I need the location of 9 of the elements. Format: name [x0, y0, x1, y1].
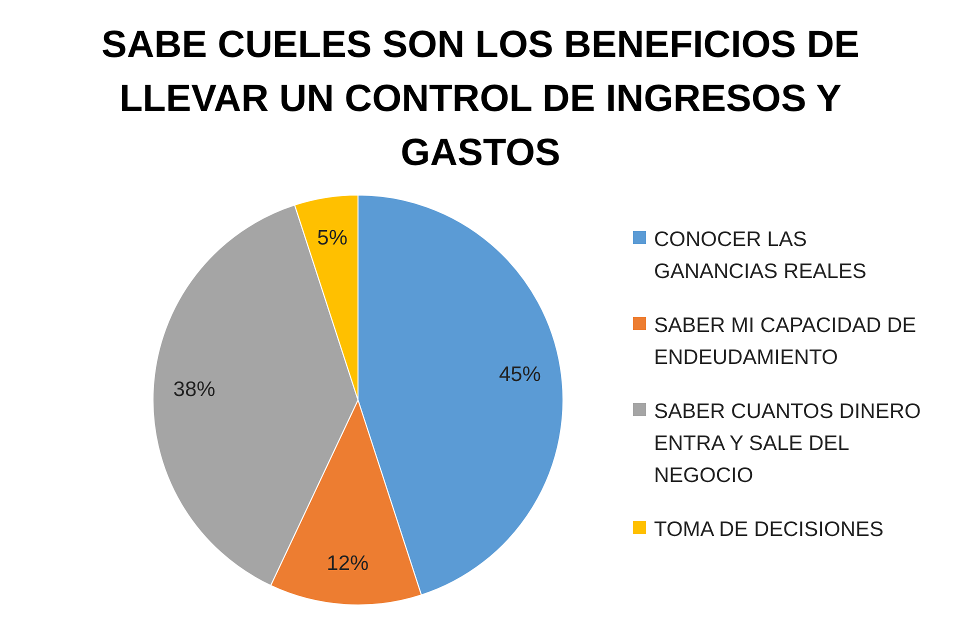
chart-title: SABE CUELES SON LOS BENEFICIOS DE LLEVAR UN CONTROL DE INGRESOS Y GASTOS: [100, 23, 860, 176]
legend-label: TOMA DE DECISIONES: [654, 517, 884, 543]
data-label: 5%: [317, 226, 348, 250]
legend-label: CONOCER LAS GANANCIAS REALES: [654, 227, 868, 285]
data-label: 38%: [173, 378, 216, 402]
data-label: 12%: [326, 552, 369, 576]
legend-label: SABER MI CAPACIDAD DE ENDEUDAMIENTO: [654, 313, 918, 371]
data-label: 45%: [498, 362, 541, 386]
legend-label: SABER CUANTOS DINERO ENTRA Y SALE DEL NEGOCIO: [654, 399, 922, 489]
